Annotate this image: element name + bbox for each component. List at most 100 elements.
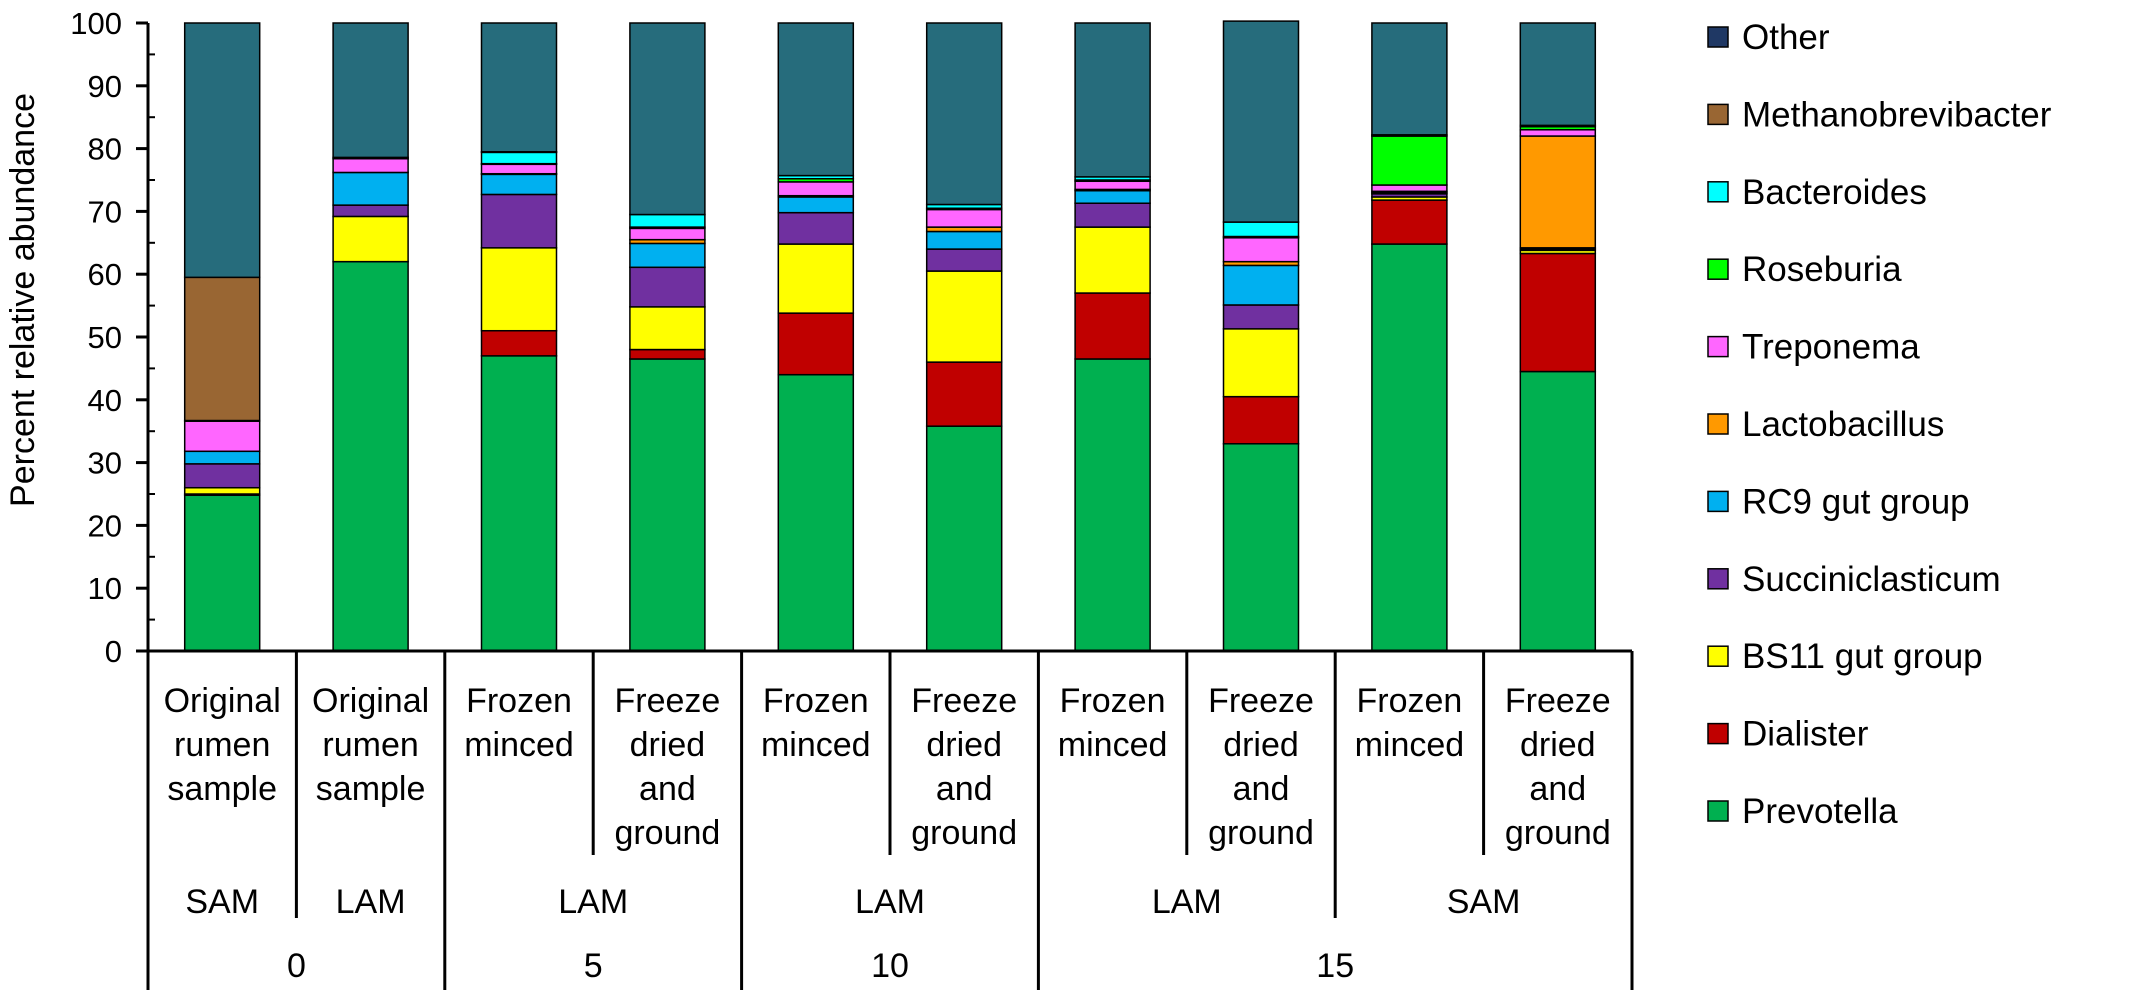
bar-segment-bacteroides	[1222, 221, 1300, 238]
group-label-day: 5	[584, 947, 603, 985]
bar-segment-succiniclasticum	[629, 266, 706, 308]
bar-segment-rc9-gut-group	[332, 171, 409, 206]
y-tick-label: 80	[88, 132, 122, 167]
bar-segment-other	[332, 22, 409, 159]
bar-segment-prevotella	[332, 260, 409, 652]
bar-segment-rc9-gut-group	[777, 196, 855, 214]
bar-segment-prevotella	[480, 355, 558, 652]
bar-segment-succiniclasticum	[332, 204, 409, 218]
category-axis-table: Original rumen sample Original rumen sample Fr…	[146, 651, 1634, 990]
bar-segment-other	[1371, 22, 1448, 136]
bar-segment-prevotella	[1222, 443, 1300, 652]
y-axis-title: Percent relative abundance	[4, 93, 42, 507]
bar-segment-treponema	[1519, 129, 1597, 137]
y-tick-label: 50	[88, 320, 122, 355]
group-label-sample-type: SAM	[185, 883, 259, 921]
bar-segment-rc9-gut-group	[183, 450, 261, 465]
legend-swatch-methanobrevibacter	[1707, 103, 1729, 126]
legend-label: Other	[1742, 18, 1830, 57]
bar-segment-roseburia	[1371, 135, 1448, 186]
bar-segment-other	[629, 22, 706, 216]
bars	[183, 20, 1597, 652]
bar-segment-other	[1074, 22, 1151, 178]
bar-segment-dialister	[1222, 395, 1300, 445]
bar-segment-lactobacillus	[1519, 135, 1597, 249]
legend-swatch-dialister	[1707, 722, 1729, 745]
legend-label: BS11 gut group	[1742, 637, 1983, 676]
group-label-sample-type: SAM	[1447, 883, 1521, 921]
bar-segment-succiniclasticum	[183, 463, 261, 489]
legend-swatch-succiniclasticum	[1707, 568, 1729, 590]
category-label: Freeze dried and ground	[911, 682, 1017, 852]
bar-segment-dialister	[629, 348, 706, 360]
bar-segment-other	[480, 22, 558, 153]
category-label: Frozen minced	[464, 682, 574, 764]
group-label-day: 15	[1316, 947, 1354, 985]
bar-segment-dialister	[1371, 199, 1448, 245]
bar-segment-dialister	[1074, 292, 1151, 360]
bar-segment-succiniclasticum	[1074, 202, 1151, 228]
bar-segment-bacteroides	[480, 151, 558, 165]
bar-segment-bs11-gut-group	[332, 215, 409, 263]
bar-segment-prevotella	[1371, 243, 1448, 652]
bar-segment-succiniclasticum	[777, 211, 855, 245]
bar-segment-prevotella	[1074, 358, 1151, 652]
bar-segment-bs11-gut-group	[777, 243, 855, 314]
bar-segment-dialister	[1519, 252, 1597, 373]
bar-segment-other	[777, 22, 855, 177]
axes: 0 10 20 30 40 50 60 70 80 90 100	[70, 6, 1632, 669]
bar-segment-rc9-gut-group	[480, 173, 558, 196]
category-label: Original rumen sample	[312, 682, 429, 808]
bar-segment-dialister	[925, 361, 1003, 427]
bar-segment-treponema	[1371, 184, 1448, 193]
bar-segment-prevotella	[925, 425, 1003, 652]
bar-segment-treponema	[332, 157, 409, 174]
legend-label: Roseburia	[1742, 250, 1902, 289]
bar-segment-bs11-gut-group	[925, 270, 1003, 363]
category-label: Frozen minced	[1355, 682, 1465, 764]
y-tick-label: 20	[88, 508, 122, 543]
group-label-sample-type: LAM	[855, 883, 925, 921]
group-label-sample-type: LAM	[558, 883, 628, 921]
legend-label: Treponema	[1742, 328, 1920, 367]
bar-segment-treponema	[629, 227, 706, 241]
bar-segment-treponema	[1222, 237, 1300, 263]
bar-segment-prevotella	[183, 494, 261, 652]
y-tick-label: 40	[88, 383, 122, 418]
bar-segment-treponema	[480, 163, 558, 175]
legend-swatch-prevotella	[1707, 800, 1729, 822]
y-tick-label: 90	[88, 69, 122, 104]
bar-segment-bs11-gut-group	[1222, 328, 1300, 398]
bar-segment-treponema	[777, 181, 855, 197]
bar-segment-dialister	[480, 329, 558, 357]
category-label: Original rumen sample	[164, 682, 281, 808]
bar-segment-succiniclasticum	[480, 193, 558, 249]
bar-segment-succiniclasticum	[1222, 304, 1300, 330]
legend: Other Methanobrevibacter Bacteroides Rosebu…	[1707, 18, 2052, 831]
category-label: Freeze dried and ground	[1505, 682, 1611, 852]
legend-swatch-treponema	[1707, 335, 1729, 358]
legend-swatch-bs11-gut-group	[1707, 645, 1729, 667]
bar-segment-methanobrevibacter	[183, 276, 261, 422]
group-label-sample-type: LAM	[336, 883, 406, 921]
bar-segment-succiniclasticum	[925, 248, 1003, 272]
legend-label: Succiniclasticum	[1742, 560, 2001, 599]
bar-segment-bs11-gut-group	[183, 486, 261, 495]
bar-segment-other	[1519, 22, 1597, 127]
bar-segment-treponema	[1074, 180, 1151, 191]
group-label-sample-type: LAM	[1152, 883, 1222, 921]
bar-segment-other	[925, 22, 1003, 206]
bar-segment-bs11-gut-group	[480, 247, 558, 332]
bar-segment-other	[183, 22, 261, 279]
category-label: Freeze dried and ground	[614, 682, 720, 852]
category-label: Frozen minced	[1058, 682, 1168, 764]
bar-segment-rc9-gut-group	[629, 242, 706, 269]
y-tick-label: 30	[88, 446, 122, 481]
legend-label: RC9 gut group	[1742, 482, 1970, 521]
group-label-day: 10	[871, 947, 909, 985]
bar-segment-bs11-gut-group	[629, 306, 706, 351]
bar-segment-other	[1222, 20, 1300, 223]
legend-swatch-rc9-gut-group	[1707, 490, 1729, 513]
legend-label: Lactobacillus	[1742, 405, 1944, 444]
